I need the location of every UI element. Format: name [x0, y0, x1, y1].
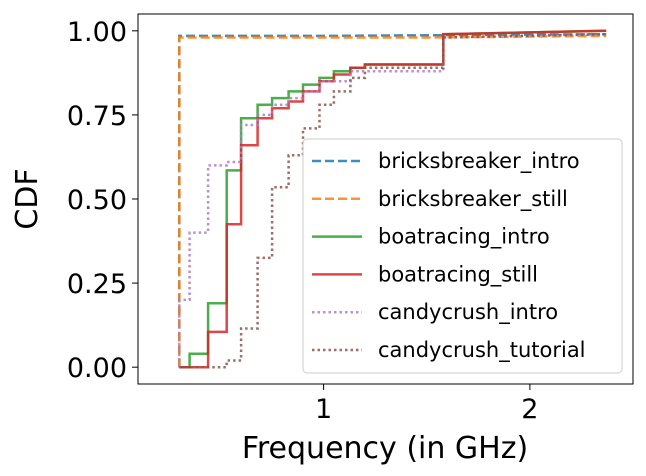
legend-frame [302, 138, 623, 374]
x-tick-label: 1 [315, 394, 332, 425]
ticks-layer: 1 2 0.00 0.25 0.50 0.75 1.00 [67, 17, 539, 425]
series-line-candycrush-tutorial [179, 32, 607, 369]
x-tick-label: 2 [521, 394, 538, 425]
series-line-boatracing-still [179, 29, 607, 369]
legend: bricksbreaker_intro bricksbreaker_stillbo… [302, 138, 623, 374]
series-layer [178, 29, 607, 369]
y-tick-label: 0.00 [67, 353, 127, 384]
legend-label-candycrush-intro: candycrush_intro [378, 300, 558, 325]
y-tick-label: 0.75 [67, 101, 127, 132]
legend-label-bricksbreaker-still: bricksbreaker_still [378, 187, 568, 212]
y-axis-label: CDF [10, 168, 45, 229]
x-axis-label: Frequency (in GHz) [242, 431, 528, 466]
series-line-bricksbreaker-intro [178, 32, 607, 368]
legend-label-candycrush-tutorial: candycrush_tutorial [378, 338, 586, 363]
y-tick-label: 0.50 [67, 185, 127, 216]
y-tick-label: 1.00 [67, 17, 127, 48]
y-tick-label: 0.25 [67, 269, 127, 300]
legend-label-boatracing-still: boatracing_still [378, 262, 538, 287]
legend-label-boatracing-intro: boatracing_intro [378, 225, 550, 250]
legend-label-bricksbreaker-intro: bricksbreaker_intro [378, 149, 580, 174]
